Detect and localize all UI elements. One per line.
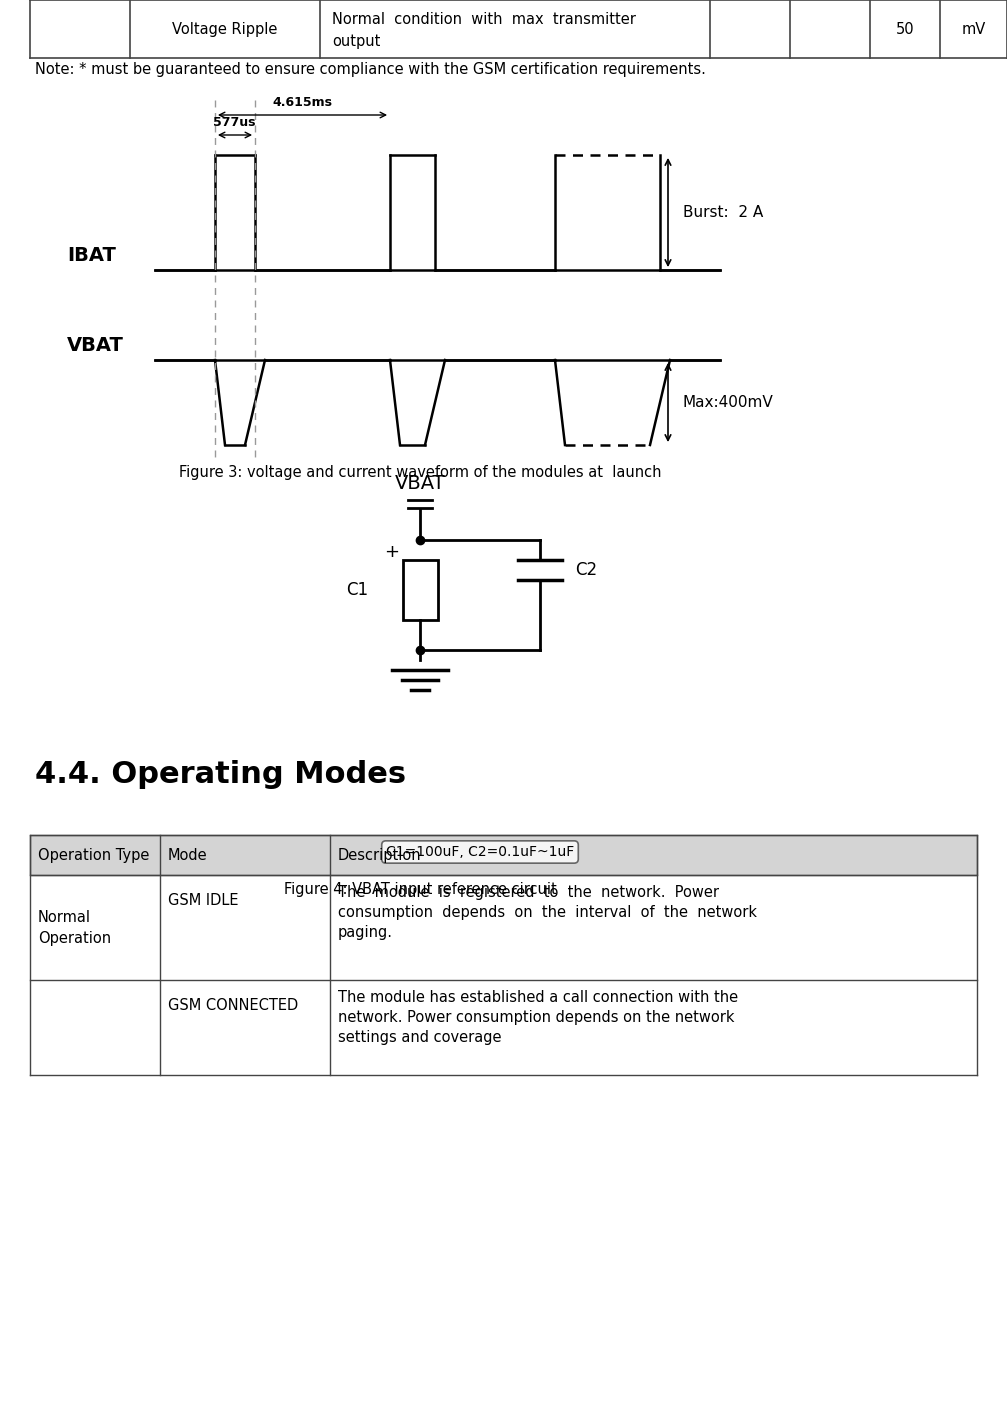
Text: 50: 50 — [895, 21, 914, 37]
Text: The  module  is  registered  to  the  network.  Power: The module is registered to the network.… — [338, 885, 719, 901]
Text: mV: mV — [962, 21, 986, 37]
Text: Note: * must be guaranteed to ensure compliance with the GSM certification requi: Note: * must be guaranteed to ensure com… — [35, 63, 706, 77]
Bar — [30, 835, 977, 875]
Text: GSM CONNECTED: GSM CONNECTED — [168, 997, 298, 1013]
Text: Normal
Operation: Normal Operation — [38, 909, 111, 946]
Bar — [403, 560, 437, 620]
Text: consumption  depends  on  the  interval  of  the  network: consumption depends on the interval of t… — [338, 905, 757, 921]
Text: +: + — [385, 543, 400, 561]
Text: 4.615ms: 4.615ms — [273, 95, 332, 108]
Text: GSM IDLE: GSM IDLE — [168, 893, 239, 908]
Text: VBAT: VBAT — [67, 336, 124, 355]
Text: Mode: Mode — [168, 848, 207, 862]
Text: Normal  condition  with  max  transmitter: Normal condition with max transmitter — [332, 11, 635, 27]
Text: C2: C2 — [575, 561, 597, 579]
Text: paging.: paging. — [338, 925, 393, 941]
Text: 4.4. Operating Modes: 4.4. Operating Modes — [35, 760, 406, 789]
Text: Voltage Ripple: Voltage Ripple — [172, 21, 278, 37]
Text: output: output — [332, 34, 381, 48]
Text: The module has established a call connection with the: The module has established a call connec… — [338, 990, 738, 1005]
Text: network. Power consumption depends on the network: network. Power consumption depends on th… — [338, 1010, 734, 1025]
Text: Figure 4: VBAT input reference circuit: Figure 4: VBAT input reference circuit — [284, 882, 557, 896]
Text: C1: C1 — [346, 581, 369, 598]
Text: Operation Type: Operation Type — [38, 848, 149, 862]
Text: Burst:  2 A: Burst: 2 A — [683, 205, 763, 219]
Text: VBAT: VBAT — [395, 475, 445, 493]
Text: Figure 3: voltage and current waveform of the modules at  launch: Figure 3: voltage and current waveform o… — [179, 465, 662, 480]
Text: settings and coverage: settings and coverage — [338, 1030, 501, 1045]
Text: Description: Description — [338, 848, 422, 862]
Text: C1=100uF, C2=0.1uF~1uF: C1=100uF, C2=0.1uF~1uF — [386, 845, 574, 859]
Text: 577us: 577us — [213, 115, 256, 130]
Text: Max:400mV: Max:400mV — [683, 395, 773, 410]
Text: IBAT: IBAT — [67, 247, 116, 265]
